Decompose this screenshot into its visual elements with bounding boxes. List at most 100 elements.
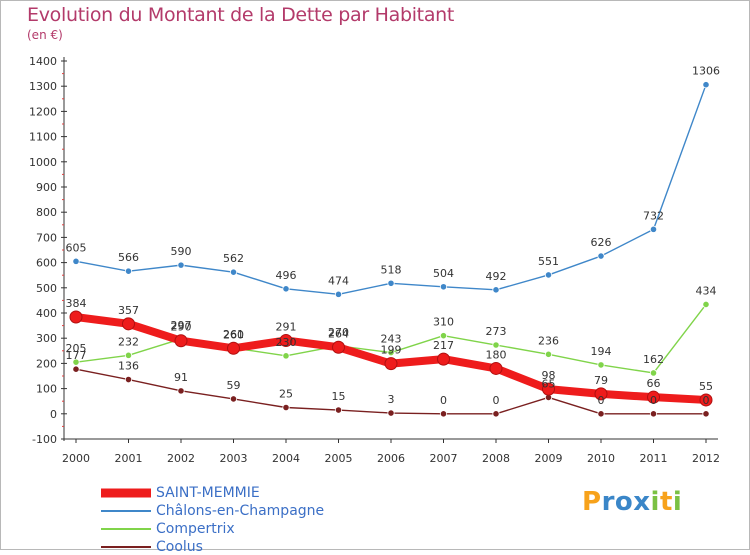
data-point <box>122 317 135 331</box>
data-point <box>702 300 710 309</box>
unit-label: (en €) <box>27 28 63 42</box>
x-tick-label: 2011 <box>640 452 668 465</box>
y-tick-label: 1400 <box>29 55 57 68</box>
data-point <box>384 357 398 371</box>
data-label: 270 <box>328 326 349 339</box>
data-label: 626 <box>591 236 612 249</box>
data-label: 180 <box>486 348 507 361</box>
data-point <box>647 390 660 404</box>
data-label: 0 <box>598 394 605 407</box>
data-point <box>72 257 80 265</box>
data-label: 98 <box>542 369 556 382</box>
y-tick-label: 600 <box>36 257 57 270</box>
data-label: 1306 <box>692 65 720 78</box>
legend-label: Châlons-en-Champagne <box>156 503 325 519</box>
data-label: 15 <box>332 390 346 403</box>
data-point <box>702 81 710 89</box>
legend-label: Compertrix <box>156 521 235 537</box>
data-point <box>439 410 448 418</box>
data-point <box>597 361 605 369</box>
data-point <box>439 283 448 291</box>
data-label: 0 <box>703 394 710 407</box>
data-point <box>699 393 713 407</box>
data-point <box>649 225 658 233</box>
data-point <box>492 410 500 418</box>
data-point <box>439 332 448 340</box>
data-point <box>702 410 710 418</box>
data-label: 290 <box>171 321 192 334</box>
y-tick-label: 300 <box>36 332 57 345</box>
y-tick-label: 100 <box>36 383 57 396</box>
data-point <box>177 261 185 269</box>
legend-label: SAINT-MEMMIE <box>156 485 260 501</box>
data-label: 177 <box>66 349 87 362</box>
y-tick-label: 1300 <box>29 80 57 93</box>
x-tick-label: 2008 <box>482 452 510 465</box>
data-point <box>544 350 553 358</box>
data-label: 291 <box>276 320 297 333</box>
data-label: 273 <box>486 325 507 338</box>
x-tick-label: 2000 <box>62 452 90 465</box>
x-tick-label: 2012 <box>692 452 720 465</box>
y-tick-label: 800 <box>36 206 57 219</box>
data-label: 25 <box>279 388 293 401</box>
data-point <box>387 348 395 357</box>
data-point <box>229 268 238 276</box>
data-label: 205 <box>66 342 87 355</box>
data-point <box>282 403 290 412</box>
data-label: 261 <box>223 328 244 341</box>
data-point <box>334 290 343 298</box>
y-tick-label: 1100 <box>29 131 57 144</box>
y-tick-label: 1000 <box>29 156 57 169</box>
data-point <box>282 352 290 360</box>
data-point <box>594 387 608 401</box>
data-label: 492 <box>486 270 507 283</box>
x-tick-label: 2007 <box>430 452 458 465</box>
data-label: 297 <box>171 319 192 332</box>
data-point <box>124 351 133 359</box>
data-point <box>489 361 503 375</box>
data-label: 264 <box>328 327 349 340</box>
data-point <box>597 252 605 260</box>
x-tick-label: 2005 <box>325 452 353 465</box>
y-tick-label: 900 <box>36 181 57 194</box>
data-label: 434 <box>696 284 717 297</box>
data-label: 136 <box>118 360 139 373</box>
data-label: 3 <box>388 393 395 406</box>
data-point <box>227 341 240 355</box>
data-point <box>282 285 290 293</box>
y-tick-label: 500 <box>36 282 57 295</box>
data-point <box>72 365 80 373</box>
data-label: 162 <box>643 353 664 366</box>
data-label: 199 <box>381 344 402 357</box>
data-label: 605 <box>66 241 87 254</box>
y-tick-label: 700 <box>36 231 57 244</box>
data-label: 79 <box>594 374 608 387</box>
data-label: 217 <box>433 339 454 352</box>
data-point <box>124 375 133 384</box>
data-point <box>649 369 658 377</box>
data-point <box>649 410 658 418</box>
data-label: 232 <box>118 335 139 348</box>
data-label: 551 <box>538 255 559 268</box>
data-label: 384 <box>66 297 87 310</box>
x-tick-label: 2004 <box>272 452 300 465</box>
data-label: 194 <box>591 345 612 358</box>
data-point <box>437 352 450 366</box>
data-point <box>597 410 605 418</box>
data-label: 518 <box>381 263 402 276</box>
proxiti-logo: Proxiti <box>582 487 683 517</box>
data-label: 59 <box>227 379 241 392</box>
x-tick-label: 2009 <box>535 452 563 465</box>
y-tick-label: -100 <box>32 433 57 446</box>
y-tick-label: 0 <box>50 408 57 421</box>
x-tick-label: 2006 <box>377 452 405 465</box>
data-label: 0 <box>493 394 500 407</box>
data-label: 230 <box>276 336 297 349</box>
data-point <box>492 341 500 349</box>
data-label: 55 <box>699 380 713 393</box>
data-point <box>332 340 345 354</box>
data-label: 590 <box>171 245 192 258</box>
y-tick-label: 1200 <box>29 105 57 118</box>
